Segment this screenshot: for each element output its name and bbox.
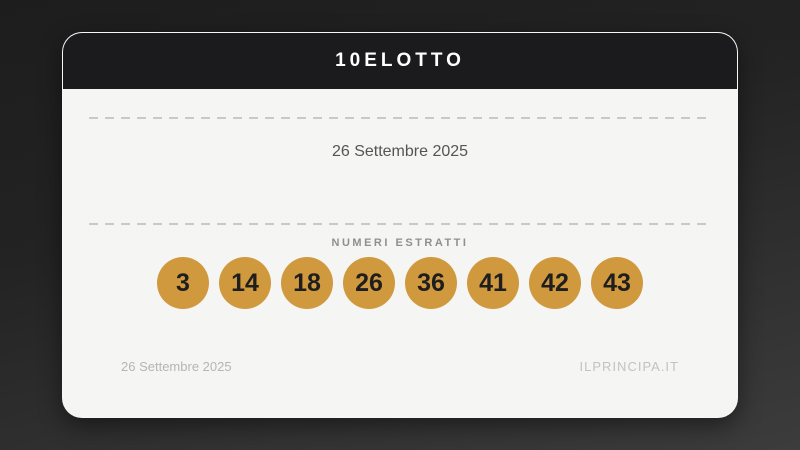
dashed-divider-middle [89,223,711,225]
number-ball: 42 [529,257,581,309]
number-ball: 26 [343,257,395,309]
dashed-divider-top [89,117,711,119]
drawn-numbers-row: 3 14 18 26 36 41 42 43 [63,257,737,309]
page-title: 10ELOTTO [335,50,465,71]
footer-site-label: ILPRINCIPA.IT [579,359,679,374]
numbers-label: NUMERI ESTRATTI [331,237,469,249]
card-footer: 26 Settembre 2025 ILPRINCIPA.IT [63,359,737,374]
footer-date: 26 Settembre 2025 [121,359,232,374]
number-ball: 43 [591,257,643,309]
lotto-results-card: 10ELOTTO 26 Settembre 2025 NUMERI ESTRAT… [62,32,738,418]
card-header: 10ELOTTO [63,33,737,89]
number-ball: 36 [405,257,457,309]
number-ball: 14 [219,257,271,309]
number-ball: 18 [281,257,333,309]
draw-date: 26 Settembre 2025 [331,143,469,160]
number-ball: 41 [467,257,519,309]
number-ball: 3 [157,257,209,309]
